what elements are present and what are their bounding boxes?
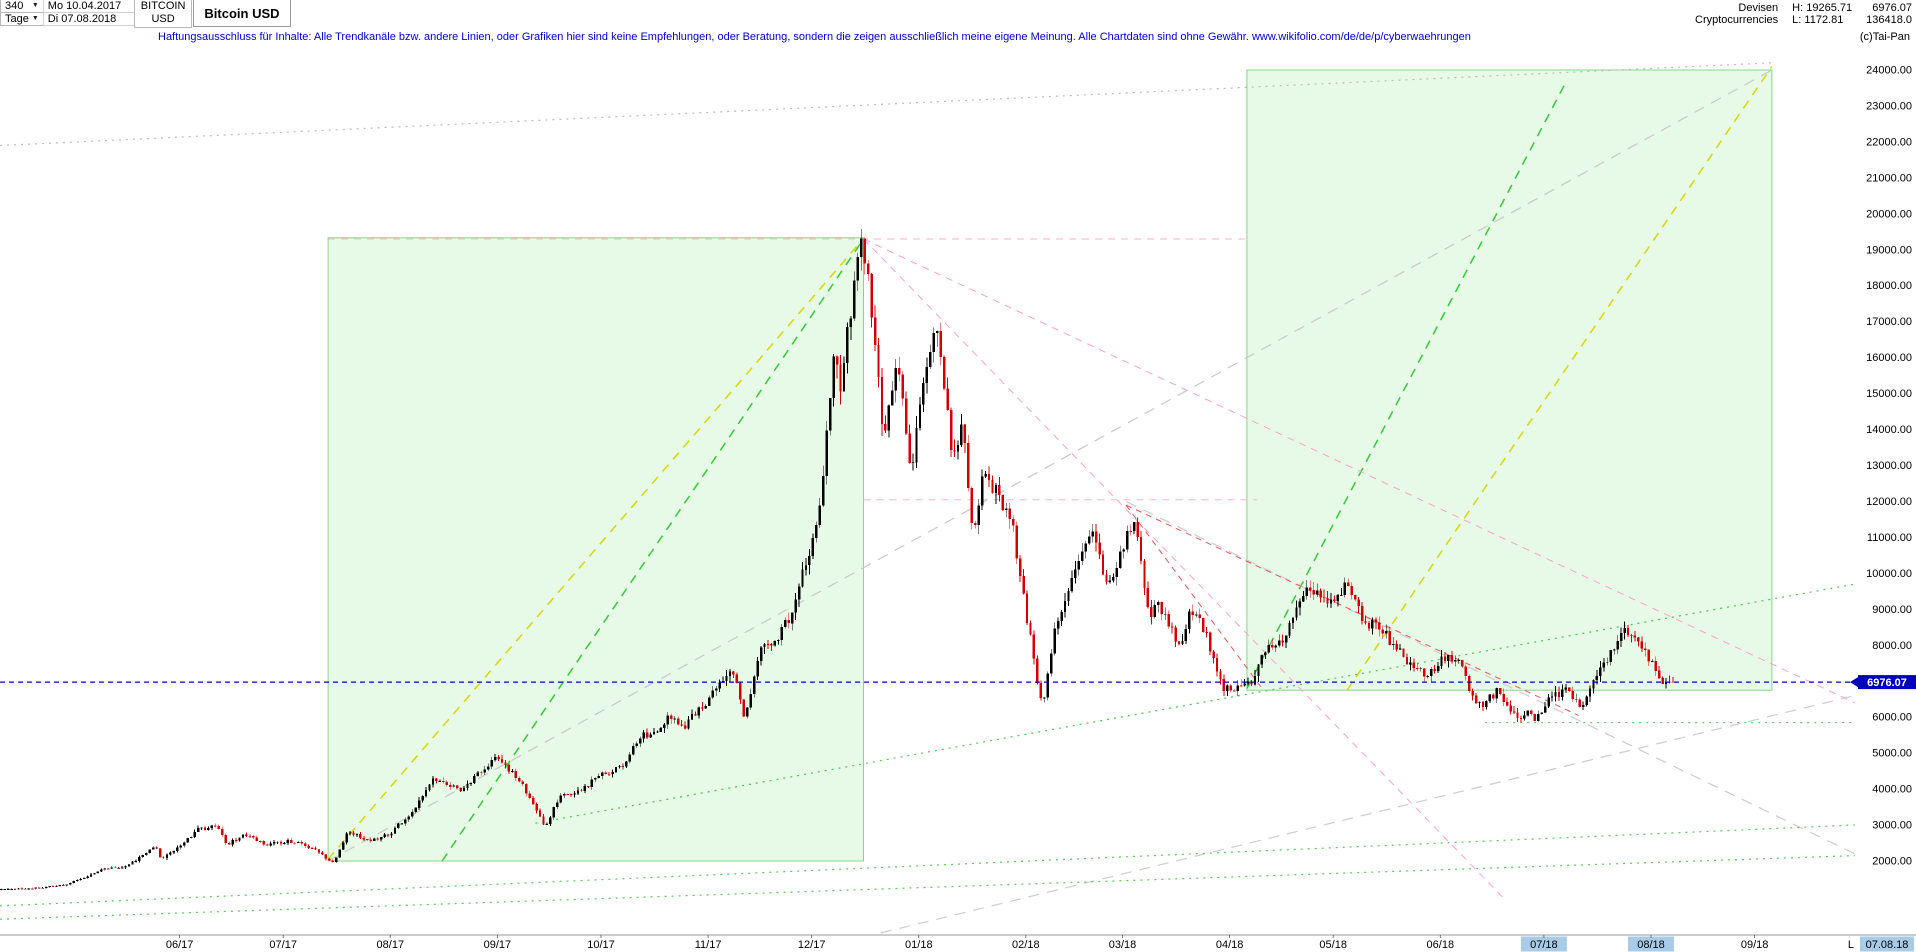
category-line2: Cryptocurrencies — [1695, 14, 1779, 26]
svg-text:23000.00: 23000.00 — [1866, 101, 1912, 113]
start-date-label: Mo 10.04.2017 — [42, 0, 135, 13]
svg-text:10/17: 10/17 — [587, 939, 615, 951]
svg-text:6000.00: 6000.00 — [1872, 712, 1912, 724]
svg-text:6976.07: 6976.07 — [1867, 677, 1907, 689]
toolbar-right: Devisen Cryptocurrencies H: 19265.71 L: … — [1681, 0, 1916, 28]
svg-text:3000.00: 3000.00 — [1872, 820, 1912, 832]
svg-text:07.08.18: 07.08.18 — [1866, 939, 1909, 951]
secondary-value-label: 136418.0 — [1866, 14, 1912, 26]
svg-text:19000.00: 19000.00 — [1866, 244, 1912, 256]
svg-text:18000.00: 18000.00 — [1866, 280, 1912, 292]
svg-text:5000.00: 5000.00 — [1872, 748, 1912, 760]
svg-text:03/18: 03/18 — [1109, 939, 1137, 951]
category-line1: Devisen — [1738, 2, 1779, 14]
svg-text:15000.00: 15000.00 — [1866, 388, 1912, 400]
svg-text:L: L — [1848, 939, 1854, 951]
x-axis: 06/17 07/17 08/17 09/17 10/17 11/17 12/17 01/18… — [0, 934, 1916, 952]
period-dropdown[interactable]: Tage ▼ — [0, 12, 44, 26]
period-low-label: L: 1172.81 — [1792, 14, 1844, 26]
period-value: Tage — [5, 13, 29, 25]
chart-title: Bitcoin USD — [193, 0, 291, 27]
symbol-box: BITCOIN USD — [133, 0, 193, 28]
disclaimer-row: Haftungsausschluss für Inhalte: Alle Tre… — [0, 28, 1916, 46]
svg-text:24000.00: 24000.00 — [1866, 65, 1912, 77]
svg-text:22000.00: 22000.00 — [1866, 136, 1912, 148]
end-date-label: Di 07.08.2018 — [42, 12, 135, 26]
svg-text:13000.00: 13000.00 — [1866, 460, 1912, 472]
currency-label: USD — [151, 13, 175, 25]
svg-text:20000.00: 20000.00 — [1866, 208, 1912, 220]
svg-text:02/18: 02/18 — [1012, 939, 1040, 951]
svg-text:08/18: 08/18 — [1637, 939, 1665, 951]
svg-text:8000.00: 8000.00 — [1872, 640, 1912, 652]
svg-text:9000.00: 9000.00 — [1872, 604, 1912, 616]
svg-text:21000.00: 21000.00 — [1866, 172, 1912, 184]
trend-channels — [327, 69, 1773, 862]
svg-text:09/17: 09/17 — [484, 939, 512, 951]
chevron-down-icon: ▼ — [31, 2, 39, 9]
period-high-label: H: 19265.71 — [1792, 2, 1853, 14]
svg-text:05/18: 05/18 — [1319, 939, 1347, 951]
category-labels: Devisen Cryptocurrencies — [1695, 2, 1778, 26]
svg-text:11000.00: 11000.00 — [1867, 532, 1912, 544]
y-axis: 24000.00 23000.00 22000.00 21000.00 20000.00… — [1866, 65, 1912, 868]
svg-text:10000.00: 10000.00 — [1866, 568, 1912, 580]
chevron-down-icon: ▼ — [31, 15, 39, 22]
last-value-labels: 6976.07 136418.0 — [1866, 2, 1912, 26]
svg-text:12000.00: 12000.00 — [1866, 496, 1912, 508]
svg-text:4000.00: 4000.00 — [1872, 784, 1912, 796]
copyright-label: (c)Tai-Pan — [1859, 31, 1910, 43]
svg-text:17000.00: 17000.00 — [1866, 316, 1912, 328]
svg-text:11/17: 11/17 — [695, 939, 722, 951]
svg-text:09/18: 09/18 — [1741, 939, 1769, 951]
svg-text:12/17: 12/17 — [798, 939, 826, 951]
chart-toolbar: 340 ▼ Tage ▼ Mo 10.04.2017 Di 07.08.2018… — [0, 0, 1916, 28]
svg-text:07/17: 07/17 — [269, 939, 297, 951]
svg-text:06/18: 06/18 — [1427, 939, 1455, 951]
svg-text:14000.00: 14000.00 — [1866, 424, 1912, 436]
svg-text:01/18: 01/18 — [905, 939, 933, 951]
high-low-labels: H: 19265.71 L: 1172.81 — [1792, 2, 1852, 26]
symbol-label: BITCOIN — [140, 0, 186, 12]
svg-text:2000.00: 2000.00 — [1872, 856, 1912, 868]
svg-text:07/18: 07/18 — [1530, 939, 1558, 951]
bars-count-value: 340 — [5, 0, 24, 12]
trend-lines — [0, 62, 1856, 934]
disclaimer-text: Haftungsausschluss für Inhalte: Alle Tre… — [158, 31, 1471, 43]
svg-text:16000.00: 16000.00 — [1866, 352, 1912, 364]
last-price-label: 6976.07 — [1872, 2, 1912, 14]
candles — [0, 229, 1675, 891]
svg-text:04/18: 04/18 — [1216, 939, 1244, 951]
current-price-marker: 6976.07 — [1850, 675, 1916, 690]
toolbar-left: 340 ▼ Tage ▼ Mo 10.04.2017 Di 07.08.2018… — [0, 0, 291, 28]
svg-text:08/17: 08/17 — [377, 939, 405, 951]
svg-text:06/17: 06/17 — [166, 939, 194, 951]
